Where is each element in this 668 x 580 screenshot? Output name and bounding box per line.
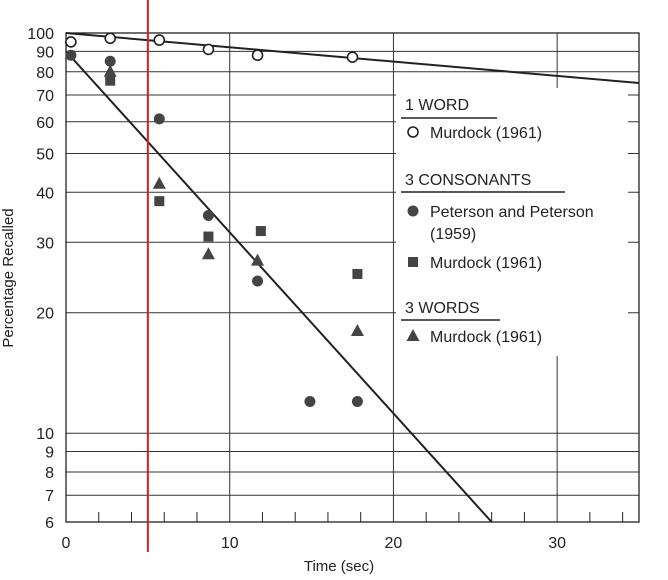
- data-point-filled-triangle: [350, 324, 364, 337]
- y-tick-label: 50: [36, 146, 54, 163]
- data-point-open-circle: [346, 51, 359, 64]
- data-point-filled-triangle: [251, 253, 265, 266]
- data-point-open-circle: [153, 34, 166, 46]
- y-tick-label: 10: [36, 426, 54, 443]
- x-tick-label: 20: [385, 535, 403, 552]
- data-point-filled-square: [255, 226, 266, 237]
- x-tick-label: 10: [221, 535, 239, 552]
- data-point-filled-circle: [304, 396, 316, 408]
- y-tick-label: 7: [45, 488, 54, 505]
- y-tick-label: 90: [36, 44, 54, 61]
- legend-marker-filled-circle-icon: [407, 205, 419, 217]
- y-tick-label: 20: [36, 306, 54, 323]
- y-tick-label: 40: [36, 185, 54, 202]
- legend-marker-open-circle-shape: [407, 126, 419, 138]
- data-point-filled-circle: [351, 396, 363, 408]
- legend-label-3-consonants-murdock: Murdock (1961): [430, 255, 542, 272]
- data-point-filled-circle: [104, 55, 116, 67]
- legend-label-1-word-murdock: Murdock (1961): [430, 125, 542, 142]
- data-point-open-circle: [202, 43, 215, 56]
- y-axis-title: Percentage Recalled: [0, 208, 17, 347]
- data-point-filled-circle: [252, 275, 264, 287]
- data-point-filled-circle: [153, 113, 165, 125]
- data-point-filled-circle: [65, 49, 77, 61]
- data-point-filled-triangle: [152, 176, 166, 189]
- legend-heading-3-words: 3 WORDS: [405, 300, 480, 317]
- y-tick-label: 100: [27, 26, 54, 43]
- legend-marker-filled-triangle-shape: [406, 329, 420, 341]
- legend: 1 WORD Murdock (1961) 3 CONSONANTS Peter…: [396, 88, 628, 356]
- data-point-open-circle: [251, 49, 264, 62]
- legend-heading-1-word: 1 WORD: [405, 97, 469, 114]
- plot-frame: [65, 32, 640, 523]
- y-tick-label: 30: [36, 235, 54, 252]
- y-tick-label: 8: [45, 465, 54, 482]
- legend-marker-filled-circle-shape: [407, 205, 419, 217]
- y-tick-label: 9: [45, 445, 54, 462]
- data-point-filled-square: [154, 196, 165, 207]
- legend-marker-filled-square-icon: [408, 257, 418, 267]
- legend-marker-filled-triangle-icon: [406, 329, 420, 341]
- data-point-filled-square: [352, 268, 363, 279]
- fit-line: [65, 50, 493, 523]
- x-tick-label: 30: [548, 535, 566, 552]
- legend-label-peterson-line2: (1959): [430, 226, 476, 243]
- x-tick-label: 0: [62, 535, 71, 552]
- y-tick-label: 70: [36, 88, 54, 105]
- grid-layer: [66, 33, 639, 522]
- legend-label-peterson-line1: Peterson and Peterson: [430, 204, 594, 221]
- data-point-open-circle: [65, 36, 77, 48]
- y-tick-label: 6: [45, 515, 54, 532]
- data-point-filled-triangle: [201, 247, 215, 260]
- legend-heading-3-consonants: 3 CONSONANTS: [405, 172, 531, 189]
- data-point-open-circle: [104, 32, 117, 45]
- legend-marker-filled-square-shape: [408, 257, 418, 267]
- data-point-filled-circle: [202, 209, 214, 221]
- data-point-filled-square: [105, 75, 116, 86]
- data-points: [65, 32, 364, 408]
- legend-marker-open-circle-icon: [407, 126, 419, 138]
- data-point-filled-square: [203, 231, 214, 242]
- legend-background: [396, 88, 628, 356]
- y-tick-label: 80: [36, 65, 54, 82]
- legend-label-3-words-murdock: Murdock (1961): [430, 329, 542, 346]
- x-axis-title: Time (sec): [304, 558, 374, 575]
- y-tick-label: 60: [36, 115, 54, 132]
- data-point-filled-triangle: [103, 64, 117, 77]
